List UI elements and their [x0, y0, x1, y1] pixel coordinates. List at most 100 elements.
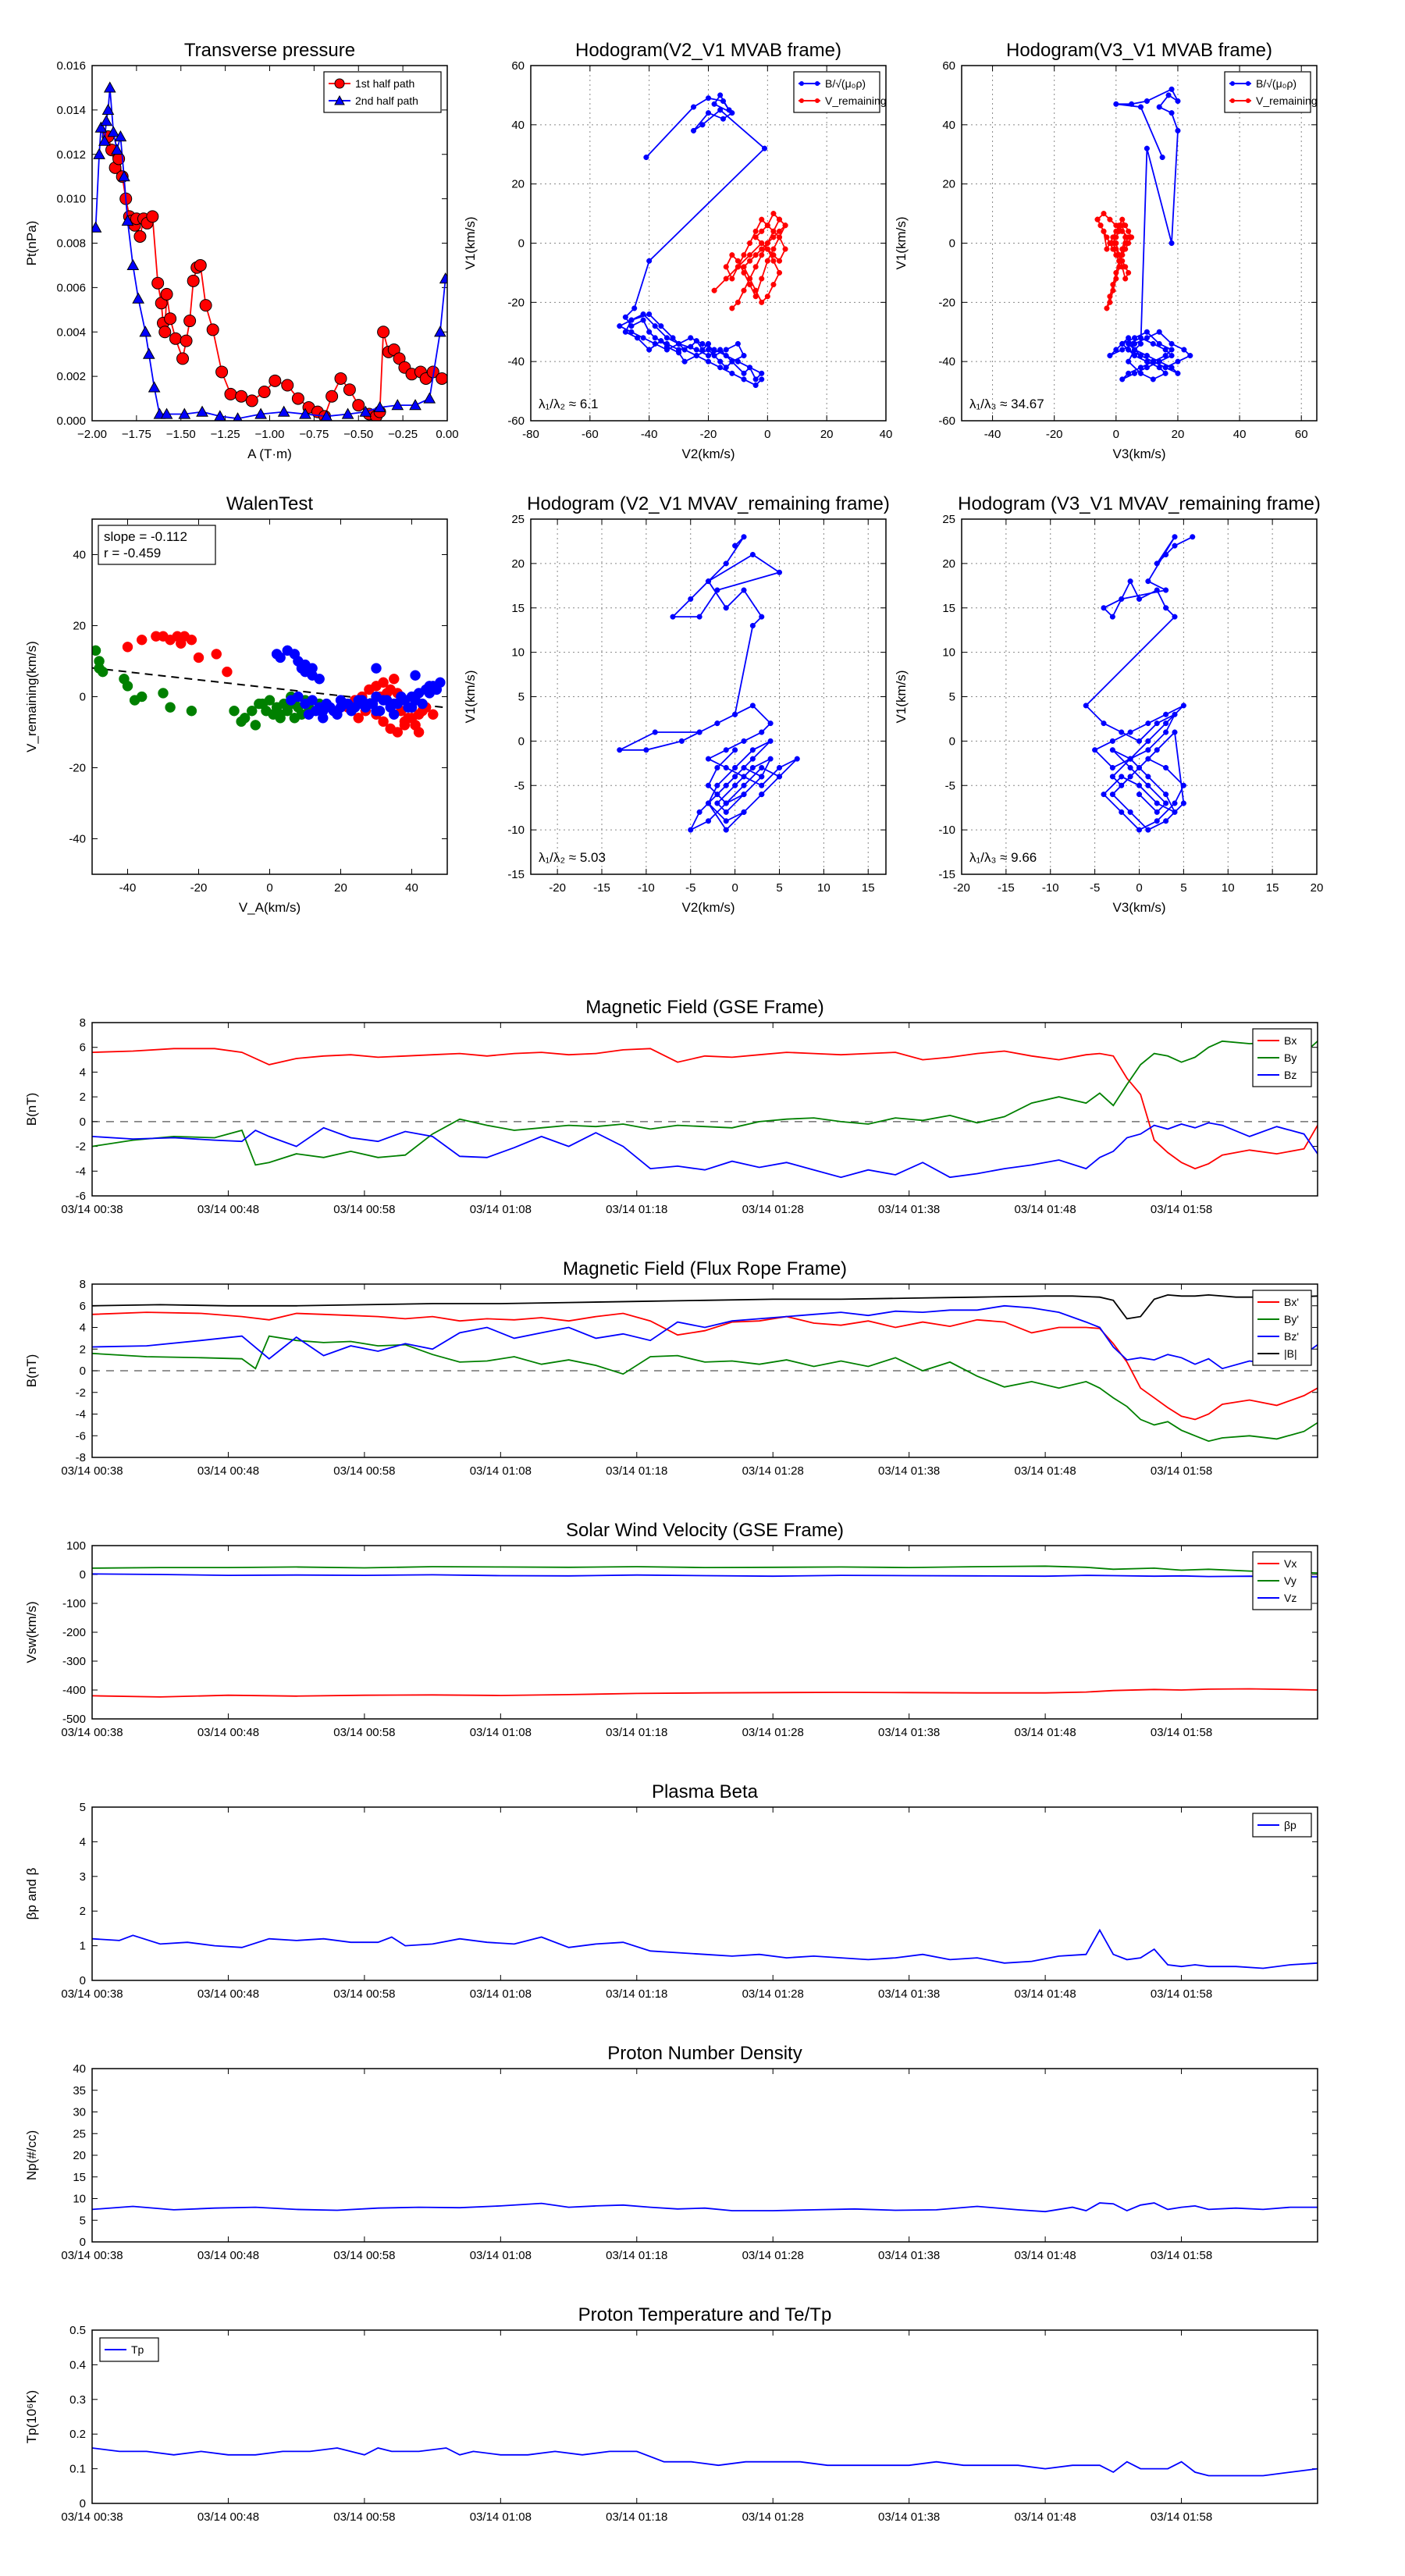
- data-point: [1101, 605, 1107, 611]
- data-point: [371, 705, 382, 717]
- plot-frame: [961, 65, 1318, 422]
- data-point: [1145, 747, 1151, 753]
- data-point: [705, 353, 712, 359]
- y-tick-label: 4: [80, 1322, 86, 1335]
- data-point: [424, 681, 435, 692]
- data-point: [764, 240, 770, 247]
- data-point: [1144, 353, 1150, 359]
- data-point: [705, 340, 712, 347]
- data-point: [676, 340, 682, 347]
- data-point: [1119, 246, 1126, 252]
- data-point: [749, 747, 756, 753]
- y-tick-label: 5: [80, 2214, 86, 2227]
- y-tick-label: 0: [80, 2497, 86, 2510]
- data-point: [224, 387, 237, 400]
- data-point: [767, 756, 774, 762]
- data-point: [1154, 809, 1160, 815]
- data-point: [1094, 216, 1101, 222]
- data-point: [759, 252, 765, 258]
- data-point: [776, 228, 783, 234]
- data-point: [782, 246, 788, 252]
- y-tick-label: -5: [514, 779, 525, 792]
- legend-box: [323, 71, 442, 113]
- data-point: [1163, 764, 1169, 771]
- data-point: [1180, 703, 1186, 709]
- x-tick-label: -10: [638, 881, 655, 895]
- data-point: [749, 703, 756, 709]
- data-point: [759, 370, 765, 376]
- y-tick-label: 0: [518, 735, 525, 748]
- x-tick-label: -40: [119, 881, 137, 895]
- data-point: [1145, 756, 1151, 762]
- data-point: [628, 323, 635, 329]
- chart-title: Transverse pressure: [184, 40, 355, 61]
- x-tick-label: 03/14 01:28: [742, 1726, 804, 1739]
- legend: Tp: [99, 2337, 159, 2362]
- y-tick-label: 0.002: [56, 370, 86, 383]
- data-point: [1113, 101, 1119, 107]
- data-point: [617, 747, 623, 753]
- data-point: [717, 107, 724, 113]
- chart-title: Magnetic Field (GSE Frame): [585, 997, 823, 1018]
- plot-area: [92, 631, 446, 738]
- data-point: [1145, 774, 1151, 780]
- data-point: [741, 252, 747, 258]
- data-point: [741, 534, 747, 540]
- data-point: [164, 312, 177, 326]
- data-point: [1137, 353, 1144, 359]
- data-point: [717, 365, 724, 371]
- plot-frame: [91, 1283, 1318, 1458]
- data-point: [158, 688, 169, 699]
- data-point: [741, 738, 747, 744]
- data-point: [100, 115, 113, 126]
- data-point: [723, 800, 729, 806]
- data-point: [705, 818, 712, 824]
- data-point: [663, 347, 670, 353]
- annotation-text: λ₁/λ₂ ≈ 5.03: [539, 850, 606, 865]
- data-point: [1172, 711, 1178, 717]
- data-point: [1168, 353, 1175, 359]
- y-tick-label: 2: [80, 1091, 86, 1104]
- y-axis-label: Np(#/cc): [24, 2130, 39, 2180]
- data-point: [705, 358, 712, 365]
- y-tick-label: 0: [80, 2236, 86, 2249]
- data-point: [1119, 376, 1126, 382]
- data-point: [752, 287, 759, 294]
- data-point: [126, 258, 140, 271]
- y-tick-label: 0.2: [69, 2428, 86, 2441]
- x-tick-label: 03/14 00:48: [197, 1726, 259, 1739]
- data-point: [254, 407, 267, 419]
- y-tick-label: 0.006: [56, 281, 86, 294]
- data-point: [658, 323, 664, 329]
- x-tick-label: 10: [817, 881, 831, 895]
- data-point: [346, 705, 357, 717]
- data-point: [178, 407, 191, 419]
- legend-label: Bz': [1284, 1330, 1299, 1343]
- data-point: [735, 340, 741, 347]
- y-tick-label: 3: [80, 1870, 86, 1884]
- data-point: [1168, 240, 1175, 247]
- data-point: [176, 352, 190, 365]
- y-tick-label: -8: [76, 1451, 86, 1464]
- y-tick-label: 1: [80, 1940, 86, 1953]
- plot-area: [617, 534, 800, 833]
- data-point: [1107, 216, 1113, 222]
- data-point: [752, 252, 759, 258]
- data-point: [729, 358, 735, 365]
- data-point: [723, 347, 729, 353]
- y-tick-label: 10: [942, 646, 955, 660]
- data-point: [1168, 110, 1175, 116]
- data-point: [215, 365, 229, 379]
- chart-title: Proton Number Density: [607, 2043, 802, 2064]
- data-point: [1116, 252, 1122, 258]
- data-point: [1136, 792, 1143, 798]
- data-point: [1162, 353, 1168, 359]
- data-point: [1137, 335, 1144, 341]
- data-point: [233, 412, 243, 421]
- y-tick-label: 5: [949, 691, 955, 704]
- data-point: [1144, 145, 1150, 151]
- data-point: [1119, 222, 1126, 229]
- y-axis-label: Pt(nPa): [24, 221, 39, 266]
- plot-frame: [91, 2329, 1318, 2504]
- x-tick-label: 03/14 01:48: [1014, 2510, 1076, 2524]
